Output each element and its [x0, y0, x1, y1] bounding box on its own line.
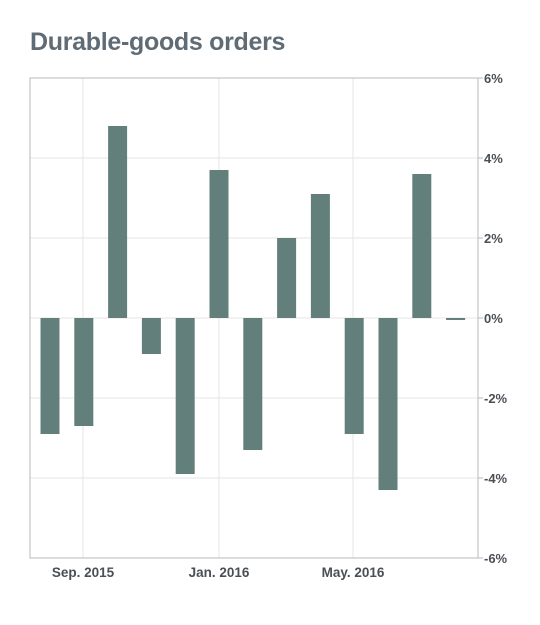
x-tick-label: Sep. 2015 — [52, 565, 115, 580]
bar-jan-2016 — [209, 170, 229, 318]
y-tick-label: 0% — [484, 311, 503, 326]
y-tick-label: -6% — [484, 551, 508, 566]
bar-aug-2016 — [446, 318, 466, 320]
bar-may-2016 — [344, 318, 364, 434]
x-tick-label: May. 2016 — [322, 565, 385, 580]
y-tick-label: -4% — [484, 471, 508, 486]
bar-dec-2015 — [175, 318, 195, 474]
bar-feb-2016 — [243, 318, 263, 450]
y-tick-label: 6% — [484, 71, 503, 86]
bar-sep-2015 — [74, 318, 94, 426]
bar-aug-2015 — [40, 318, 60, 434]
bar-jun-2016 — [378, 318, 398, 490]
y-tick-label: 2% — [484, 231, 503, 246]
y-tick-label: 4% — [484, 151, 503, 166]
x-axis-ticks: Sep. 2015 Jan. 2016 May. 2016 — [52, 565, 385, 580]
bar-mar-2016 — [277, 238, 297, 318]
bar-apr-2016 — [310, 194, 330, 318]
bars — [40, 126, 466, 490]
bar-nov-2015 — [141, 318, 161, 354]
x-tick-label: Jan. 2016 — [189, 565, 250, 580]
chart-title: Durable-goods orders — [30, 28, 286, 56]
y-axis-ticks: 6% 4% 2% 0% -2% -4% -6% — [478, 71, 508, 566]
bar-jul-2016 — [412, 174, 432, 318]
bar-oct-2015 — [108, 126, 128, 318]
y-tick-label: -2% — [484, 391, 508, 406]
